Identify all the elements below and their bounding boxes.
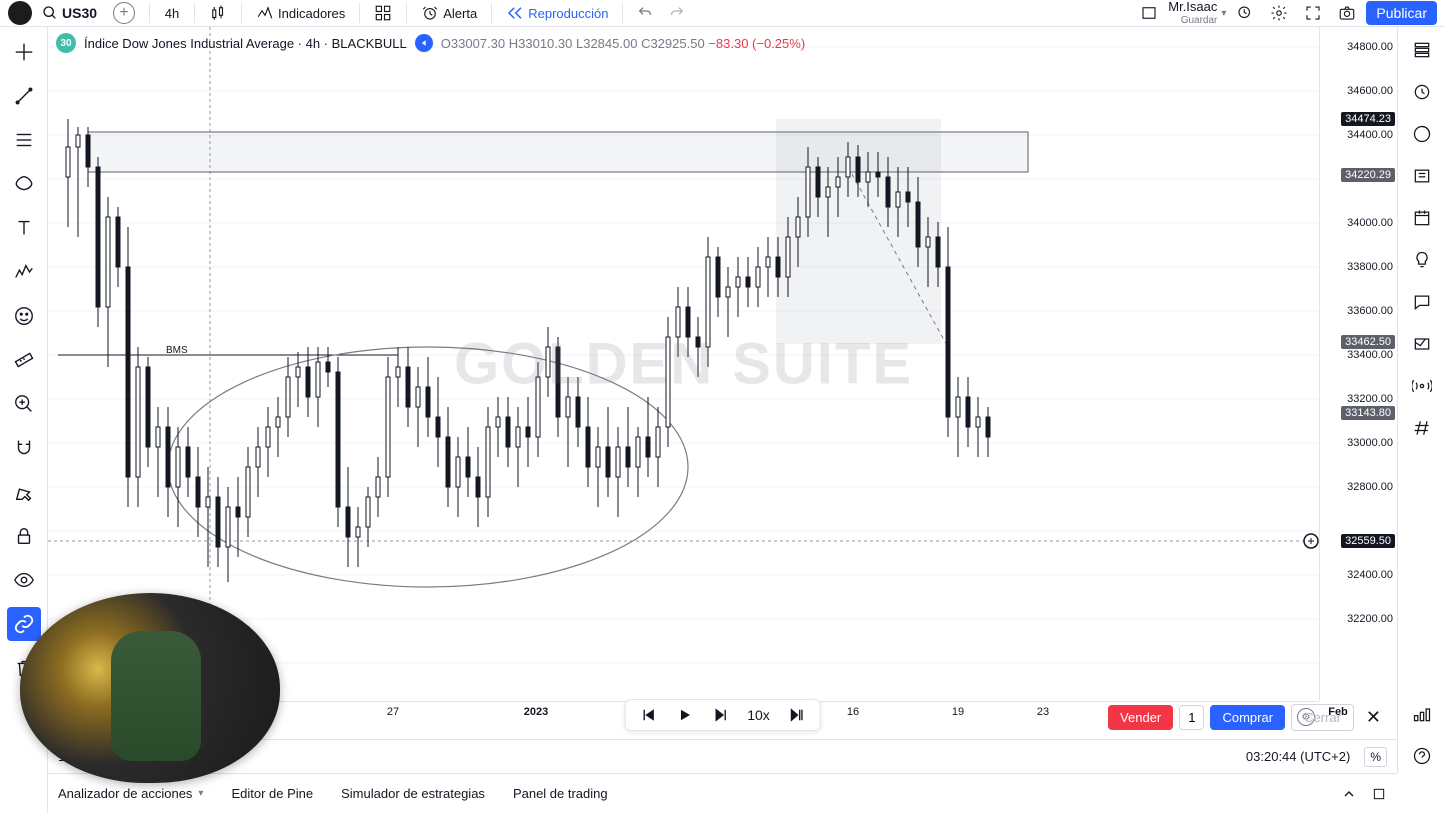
- replay-speed[interactable]: 10x: [747, 707, 770, 723]
- quick-search-button[interactable]: [1230, 0, 1260, 26]
- measure-tool[interactable]: [7, 343, 41, 377]
- watchlist-icon[interactable]: [1405, 33, 1439, 67]
- user-menu[interactable]: Mr.Isaac Guardar: [1168, 0, 1217, 25]
- lock-drawing-tool[interactable]: [7, 475, 41, 509]
- prediction-tool[interactable]: [7, 299, 41, 333]
- text-tool[interactable]: [7, 211, 41, 245]
- stock-screener-tab[interactable]: Analizador de acciones ▾: [58, 786, 203, 801]
- hotlist-icon[interactable]: [1405, 117, 1439, 151]
- close-panel-icon[interactable]: ✕: [1360, 707, 1387, 728]
- clock[interactable]: 03:20:44 (UTC+2): [1246, 749, 1350, 764]
- trendline-tool[interactable]: [7, 79, 41, 113]
- replay-rewind-button[interactable]: [639, 706, 657, 724]
- alert-label: Alerta: [443, 6, 477, 21]
- pine-editor-tab[interactable]: Editor de Pine: [231, 786, 313, 801]
- strategy-tester-tab[interactable]: Simulador de estrategias: [341, 786, 485, 801]
- undo-button[interactable]: [631, 0, 659, 26]
- magnet-tool[interactable]: [7, 431, 41, 465]
- user-name: Mr.Isaac: [1168, 0, 1217, 14]
- indicators-label: Indicadores: [278, 6, 345, 21]
- trade-panel: Vender 1 Comprar Cerrar ✕: [1108, 704, 1387, 731]
- settings-button[interactable]: [1264, 0, 1294, 26]
- ohlc-values: O33007.30 H33010.30 L32845.00 C32925.50 …: [441, 36, 805, 51]
- news-icon[interactable]: [1405, 159, 1439, 193]
- zoom-tool[interactable]: [7, 387, 41, 421]
- stream-icon[interactable]: [1405, 327, 1439, 361]
- chart-canvas[interactable]: GOLDEN SUITE BMS: [48, 27, 1319, 701]
- chart-legend: 30 Índice Dow Jones Industrial Average ·…: [48, 27, 1319, 59]
- webcam-overlay: [20, 593, 280, 783]
- replay-play-button[interactable]: [675, 706, 693, 724]
- help-icon[interactable]: [1405, 739, 1439, 773]
- close-trade-button[interactable]: Cerrar: [1291, 704, 1354, 731]
- add-symbol-button[interactable]: +: [107, 0, 141, 26]
- notes-icon[interactable]: [1405, 369, 1439, 403]
- indicators-button[interactable]: Indicadores: [250, 0, 351, 26]
- publish-button[interactable]: Publicar: [1366, 1, 1437, 25]
- maximize-icon[interactable]: [1371, 786, 1387, 802]
- interval-button[interactable]: 4h: [158, 0, 186, 26]
- dom-icon[interactable]: [1405, 411, 1439, 445]
- calendar-icon[interactable]: [1405, 201, 1439, 235]
- symbol-title[interactable]: Índice Dow Jones Industrial Average · 4h…: [84, 36, 407, 51]
- candlestyle-button[interactable]: [203, 0, 233, 26]
- layout-toggle[interactable]: [1134, 0, 1164, 26]
- footer-tabs: Analizador de acciones ▾ Editor de Pine …: [48, 773, 1397, 813]
- top-toolbar: US30 + 4h Indicadores Alerta Reproducció…: [0, 0, 1445, 27]
- snapshot-button[interactable]: [1332, 0, 1362, 26]
- symbol-search[interactable]: US30: [36, 3, 103, 23]
- link-tool[interactable]: [7, 607, 41, 641]
- alert-button[interactable]: Alerta: [415, 0, 483, 26]
- svg-text:BMS: BMS: [166, 345, 188, 356]
- object-tree-icon[interactable]: [1405, 697, 1439, 731]
- fullscreen-button[interactable]: [1298, 0, 1328, 26]
- user-sub: Guardar: [1181, 15, 1218, 26]
- logo[interactable]: [8, 1, 32, 25]
- eye-tool[interactable]: [7, 563, 41, 597]
- replay-label: Reproducción: [528, 6, 608, 21]
- replay-indicator-icon: [415, 34, 433, 52]
- buy-button[interactable]: Comprar: [1210, 705, 1285, 730]
- pattern-tool[interactable]: [7, 255, 41, 289]
- percent-toggle[interactable]: %: [1364, 747, 1387, 767]
- trading-panel-tab[interactable]: Panel de trading: [513, 786, 608, 801]
- sell-button[interactable]: Vender: [1108, 705, 1173, 730]
- right-toolbar: [1397, 27, 1445, 773]
- collapse-icon[interactable]: [1341, 786, 1357, 802]
- replay-button[interactable]: Reproducción: [500, 0, 614, 26]
- qty-input[interactable]: 1: [1179, 705, 1204, 730]
- replay-controls: 10x: [624, 699, 821, 731]
- replay-forward-button[interactable]: [788, 706, 806, 724]
- shape-tool[interactable]: [7, 167, 41, 201]
- redo-button[interactable]: [663, 0, 691, 26]
- replay-step-button[interactable]: [711, 706, 729, 724]
- symbol-badge: 30: [56, 33, 76, 53]
- chart-svg: BMS: [48, 27, 1319, 701]
- price-axis[interactable]: 34800.0034600.0034400.0034000.0033800.00…: [1319, 27, 1397, 701]
- layout-button[interactable]: [368, 0, 398, 26]
- chevron-down-icon[interactable]: ▾: [1221, 8, 1226, 19]
- lock-tool[interactable]: [7, 519, 41, 553]
- ideas-icon[interactable]: [1405, 243, 1439, 277]
- alerts-icon[interactable]: [1405, 75, 1439, 109]
- symbol-name: US30: [62, 5, 97, 21]
- chat-icon[interactable]: [1405, 285, 1439, 319]
- cursor-tool[interactable]: [7, 35, 41, 69]
- fib-tool[interactable]: [7, 123, 41, 157]
